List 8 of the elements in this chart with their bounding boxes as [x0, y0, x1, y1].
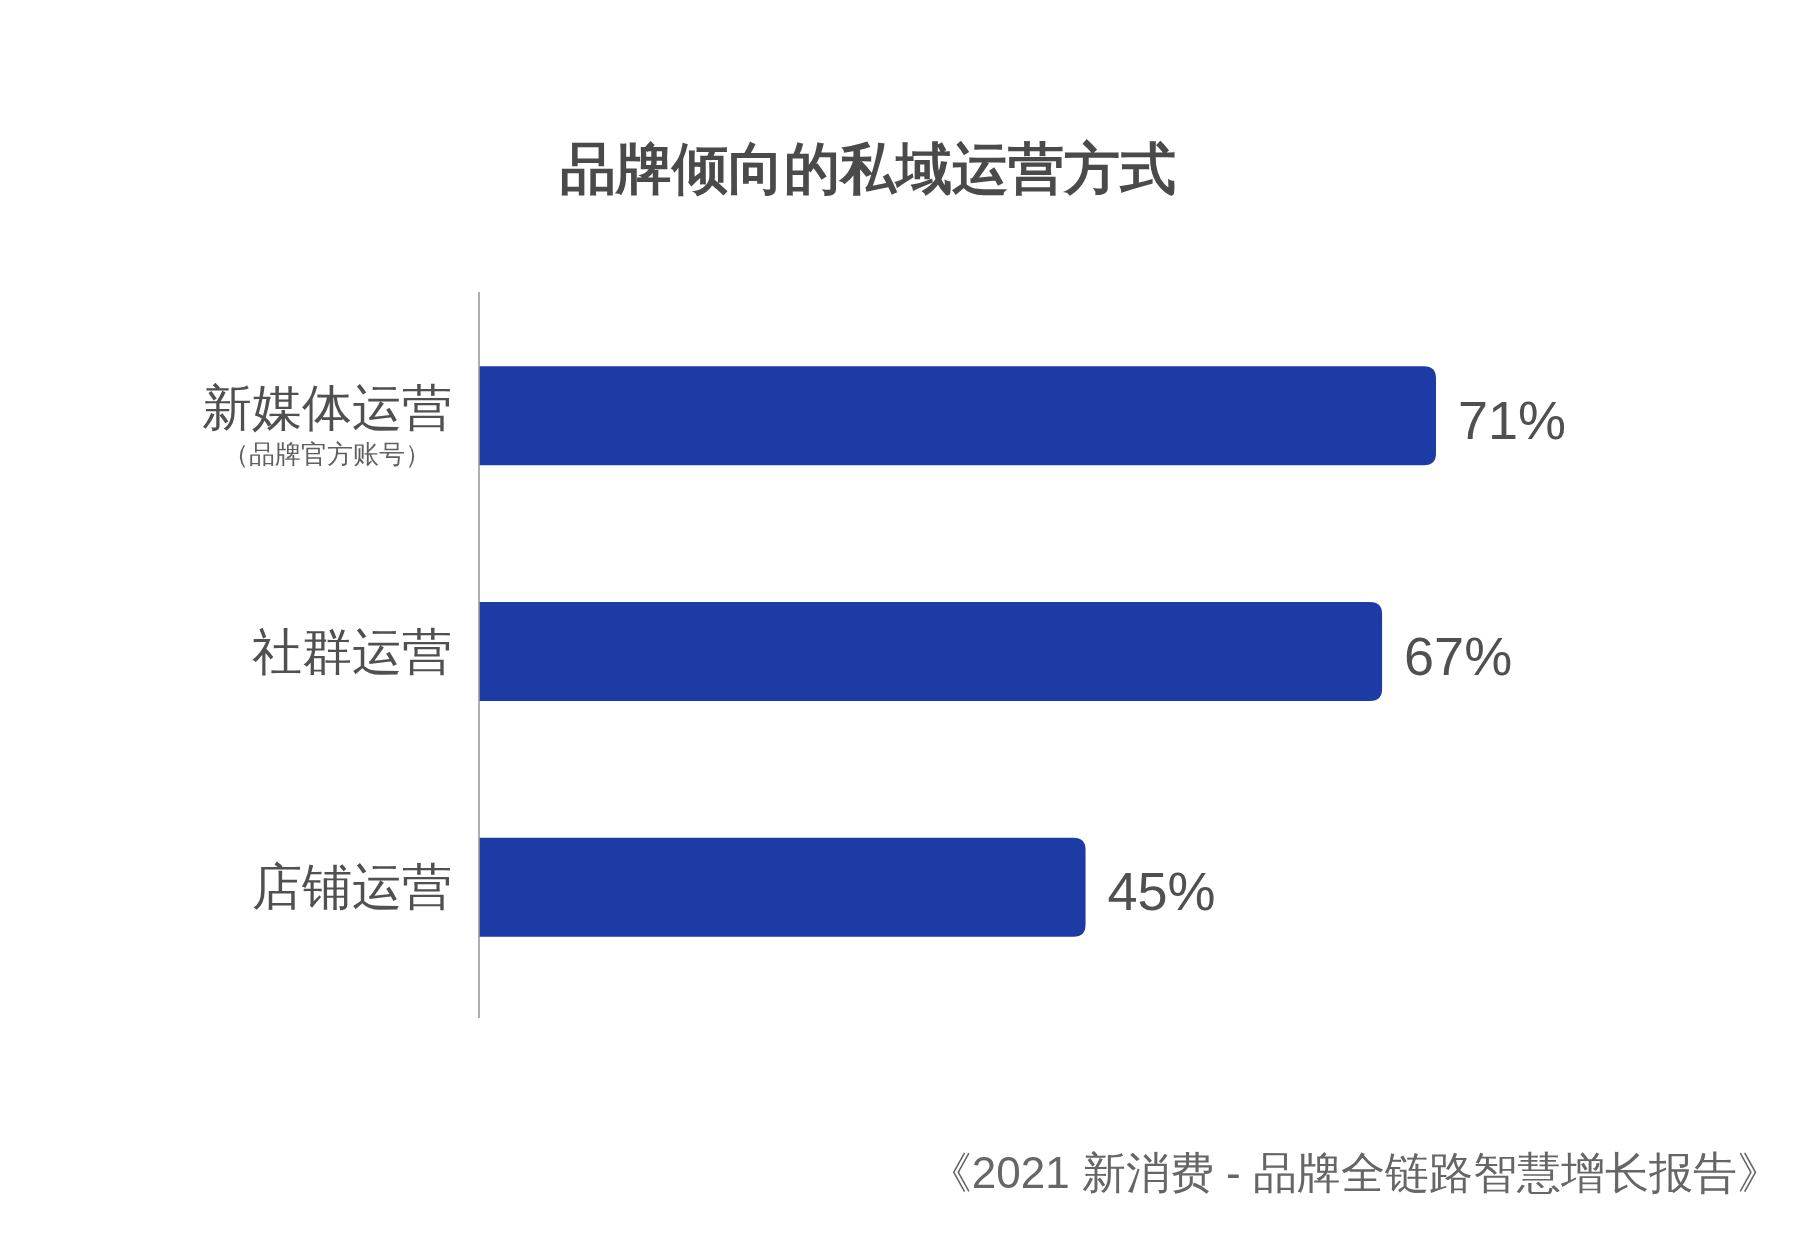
text: 《2021 新消费 - 品牌全链路智慧增长报告》	[927, 1147, 1781, 1197]
y-tick-label: 新媒体运营（品牌官方账号）	[202, 379, 452, 469]
chart-title: 品牌倾向的私域运营方式	[560, 136, 1176, 200]
y-tick-label: 店铺运营	[252, 859, 452, 916]
data-label: 67%	[1404, 625, 1513, 686]
y-tick-label: 社群运营	[252, 623, 452, 680]
data-label: 71%	[1458, 389, 1567, 450]
data-label: 45%	[1107, 861, 1216, 922]
